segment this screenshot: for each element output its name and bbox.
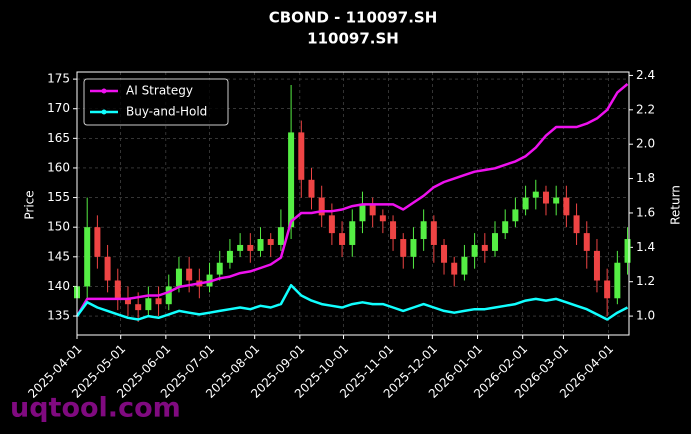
candle-body bbox=[573, 215, 580, 234]
candle-body bbox=[328, 215, 335, 234]
chart-subtitle: 110097.SH bbox=[307, 30, 399, 48]
series-line bbox=[75, 83, 629, 317]
candle-body bbox=[553, 197, 560, 204]
candle-body bbox=[471, 244, 478, 257]
candle-body bbox=[410, 239, 417, 257]
candle-body bbox=[267, 239, 274, 245]
candle-body bbox=[145, 298, 152, 311]
candle-body bbox=[84, 227, 91, 287]
candle-body bbox=[390, 221, 397, 240]
candle-body bbox=[451, 262, 458, 275]
candle-body bbox=[114, 280, 121, 299]
legend-box bbox=[83, 78, 229, 126]
candle-body bbox=[481, 244, 488, 251]
candle-body bbox=[216, 262, 223, 275]
y-tick-label: 170 bbox=[47, 101, 70, 115]
y2-tick-label: 2.0 bbox=[636, 137, 655, 151]
y2-tick-label: 1.6 bbox=[636, 205, 655, 219]
y2-tick-label: 1.2 bbox=[636, 274, 655, 288]
candle-body bbox=[257, 239, 264, 251]
candle-body bbox=[400, 239, 407, 257]
plot-frame bbox=[76, 71, 630, 336]
candle-body bbox=[94, 227, 101, 257]
y2-tick-label: 2.4 bbox=[636, 68, 655, 82]
candle-body bbox=[288, 132, 295, 228]
y-tick-label: 135 bbox=[47, 309, 70, 323]
legend-marker bbox=[101, 88, 107, 94]
y-tick-label: 155 bbox=[47, 190, 70, 204]
candle-body bbox=[593, 250, 600, 281]
y2-tick-label: 1.0 bbox=[636, 309, 655, 323]
candle-body bbox=[522, 197, 529, 210]
candle-body bbox=[512, 209, 519, 222]
candle-body bbox=[532, 191, 539, 198]
y-tick-label: 160 bbox=[47, 160, 70, 174]
candle-body bbox=[349, 221, 356, 245]
candle-body bbox=[369, 203, 376, 216]
candle-body bbox=[492, 233, 499, 251]
y-tick-label: 140 bbox=[47, 279, 70, 293]
candle-body bbox=[308, 179, 315, 198]
y2-tick-label: 2.2 bbox=[636, 102, 655, 116]
legend-label: AI Strategy bbox=[126, 84, 193, 98]
candle-body bbox=[563, 197, 570, 216]
candle-body bbox=[124, 298, 131, 305]
y-axis-label: Price bbox=[23, 190, 37, 219]
candle-body bbox=[165, 286, 172, 305]
candle-body bbox=[420, 221, 427, 240]
candle-body bbox=[339, 233, 346, 245]
candle-body bbox=[186, 268, 193, 281]
legend-label: Buy-and-Hold bbox=[126, 105, 207, 119]
candle-body bbox=[237, 244, 244, 251]
series-line bbox=[75, 283, 629, 321]
candle-body bbox=[614, 262, 621, 299]
y-tick-label: 165 bbox=[47, 131, 70, 145]
candle-body bbox=[298, 132, 305, 180]
candle-body bbox=[583, 233, 590, 251]
candle-body bbox=[624, 239, 631, 263]
candle-body bbox=[461, 256, 468, 275]
candle-body bbox=[542, 191, 549, 204]
candle-body bbox=[104, 256, 111, 281]
y-tick-label: 150 bbox=[47, 220, 70, 234]
candle-body bbox=[441, 244, 448, 263]
candle-body bbox=[155, 298, 162, 305]
chart-title: CBOND - 110097.SH bbox=[269, 9, 438, 27]
y-tick-label: 145 bbox=[47, 249, 70, 263]
candle-body bbox=[226, 250, 233, 263]
candle-body bbox=[135, 304, 142, 311]
y2-tick-label: 1.8 bbox=[636, 171, 655, 185]
candle-body bbox=[379, 215, 386, 222]
candle-body bbox=[502, 221, 509, 234]
candle-body bbox=[359, 203, 366, 222]
y2-tick-label: 1.4 bbox=[636, 240, 655, 254]
candle-body bbox=[247, 244, 254, 251]
candle-body bbox=[430, 221, 437, 245]
y-tick-label: 175 bbox=[47, 72, 70, 86]
legend-marker bbox=[101, 109, 107, 115]
y2-axis-label: Return bbox=[669, 185, 683, 225]
candle-body bbox=[318, 197, 325, 216]
candle-body bbox=[277, 227, 284, 245]
candle-body bbox=[604, 280, 611, 299]
candle-body bbox=[175, 268, 182, 287]
watermark: uqtool.com bbox=[10, 393, 181, 424]
